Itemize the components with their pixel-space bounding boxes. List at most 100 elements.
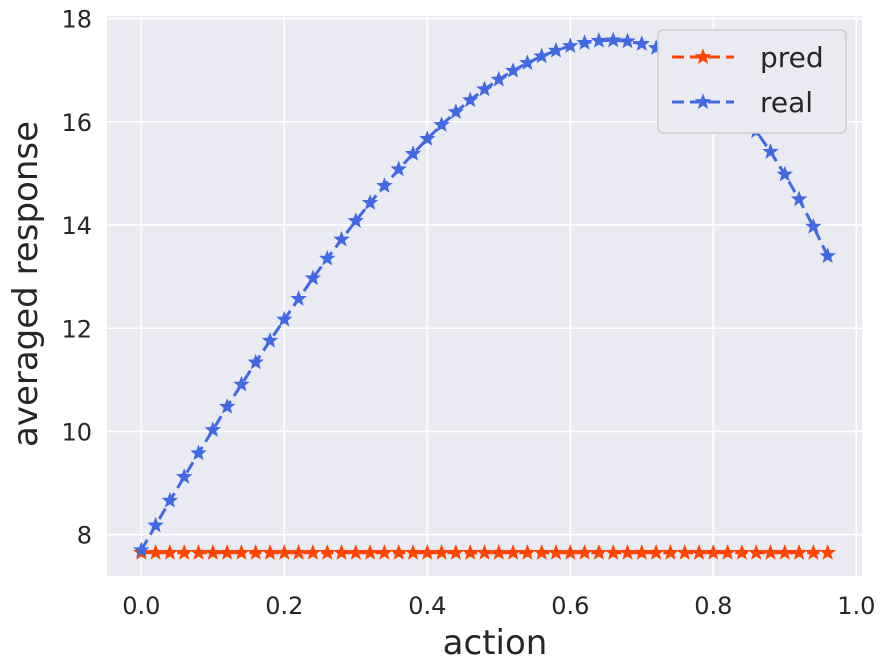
data-point-real xyxy=(633,35,650,51)
x-axis-title: action xyxy=(443,623,548,661)
x-tick-label: 1.0 xyxy=(837,592,875,620)
series-pred xyxy=(133,544,836,560)
data-point-pred xyxy=(176,544,193,560)
data-point-pred xyxy=(476,544,493,560)
data-point-real xyxy=(547,41,565,58)
data-point-pred xyxy=(490,544,507,560)
data-point-pred xyxy=(676,544,693,560)
data-point-real xyxy=(490,70,507,87)
legend-item-real: real xyxy=(672,86,813,119)
data-point-pred xyxy=(319,544,336,560)
data-point-pred xyxy=(819,544,836,560)
data-point-pred xyxy=(733,544,751,560)
data-point-pred xyxy=(147,544,164,560)
data-point-pred xyxy=(504,544,522,560)
y-tick-label: 12 xyxy=(61,315,92,343)
data-point-real xyxy=(805,217,822,234)
data-point-pred xyxy=(562,544,579,560)
data-point-pred xyxy=(790,544,808,560)
data-point-real xyxy=(476,80,493,97)
data-point-pred xyxy=(304,544,322,560)
data-point-real xyxy=(562,37,579,53)
data-point-real xyxy=(533,47,550,64)
y-tick-label: 14 xyxy=(61,212,92,240)
data-point-real xyxy=(176,468,193,484)
data-point-pred xyxy=(462,544,479,560)
data-point-real xyxy=(447,103,465,119)
legend-item-pred: pred xyxy=(672,41,824,74)
data-point-real xyxy=(404,145,422,161)
data-point-real xyxy=(233,375,250,392)
data-point-pred xyxy=(190,544,207,560)
data-point-real xyxy=(819,247,836,263)
data-point-real xyxy=(790,190,808,207)
data-point-pred xyxy=(433,544,450,560)
data-point-real xyxy=(347,212,365,228)
data-point-pred xyxy=(276,544,293,560)
data-point-pred xyxy=(218,544,236,560)
data-point-real xyxy=(590,32,608,48)
tick-labels: 0.0 0.2 0.4 0.6 0.8 1.0 8 10 12 14 16 18 xyxy=(61,6,875,620)
data-point-pred xyxy=(261,544,279,560)
data-point-real xyxy=(604,31,622,48)
data-point-real xyxy=(290,290,307,306)
data-point-pred xyxy=(247,544,264,560)
data-point-pred xyxy=(390,544,407,560)
data-point-real xyxy=(576,34,593,50)
data-point-pred xyxy=(604,544,622,560)
y-axis-title: averaged response xyxy=(6,121,46,447)
data-point-real xyxy=(333,230,350,247)
data-point-pred xyxy=(762,544,779,560)
x-tick-label: 0.4 xyxy=(408,592,446,620)
data-point-real xyxy=(361,194,379,210)
x-tick-label: 0.8 xyxy=(694,592,732,620)
legend-label-real: real xyxy=(760,86,813,119)
data-point-real xyxy=(433,116,450,132)
x-tick-label: 0.6 xyxy=(551,592,589,620)
data-point-real xyxy=(218,398,236,414)
legend-marker-real xyxy=(694,93,712,109)
data-point-pred xyxy=(747,544,765,560)
legend-star-real xyxy=(694,93,712,109)
data-point-pred xyxy=(361,544,379,560)
data-point-pred xyxy=(333,544,350,560)
data-point-pred xyxy=(519,544,536,560)
data-point-pred xyxy=(647,544,665,560)
data-point-real xyxy=(504,62,522,78)
y-tick-label: 18 xyxy=(61,6,92,34)
data-point-pred xyxy=(805,544,822,560)
data-point-pred xyxy=(447,544,465,560)
y-tick-label: 8 xyxy=(77,522,92,550)
data-point-pred xyxy=(290,544,307,560)
data-point-pred xyxy=(776,544,793,560)
data-point-real xyxy=(276,310,293,327)
data-point-pred xyxy=(705,544,722,560)
data-point-real xyxy=(261,332,279,348)
data-point-pred xyxy=(419,544,436,560)
data-point-real xyxy=(247,353,264,370)
data-point-pred xyxy=(633,544,650,560)
legend: pred real xyxy=(657,29,847,134)
data-point-real xyxy=(304,269,322,286)
data-point-real xyxy=(776,165,793,182)
data-point-pred xyxy=(619,544,636,560)
data-point-real xyxy=(161,492,179,508)
x-tick-label: 0.0 xyxy=(122,592,160,620)
data-point-real xyxy=(762,143,779,159)
data-point-pred xyxy=(233,544,250,560)
data-point-pred xyxy=(376,544,393,560)
data-point-pred xyxy=(690,544,708,560)
data-point-pred xyxy=(347,544,365,560)
x-tick-label: 0.2 xyxy=(265,592,303,620)
data-point-pred xyxy=(576,544,593,560)
data-point-real xyxy=(133,541,150,558)
data-point-real xyxy=(619,32,636,49)
data-point-real xyxy=(419,130,436,146)
data-point-real xyxy=(462,91,479,108)
data-point-real xyxy=(190,444,207,461)
data-point-pred xyxy=(547,544,565,560)
legend-label-pred: pred xyxy=(760,41,824,74)
legend-marker-pred xyxy=(694,48,712,64)
legend-star-pred xyxy=(694,48,712,64)
